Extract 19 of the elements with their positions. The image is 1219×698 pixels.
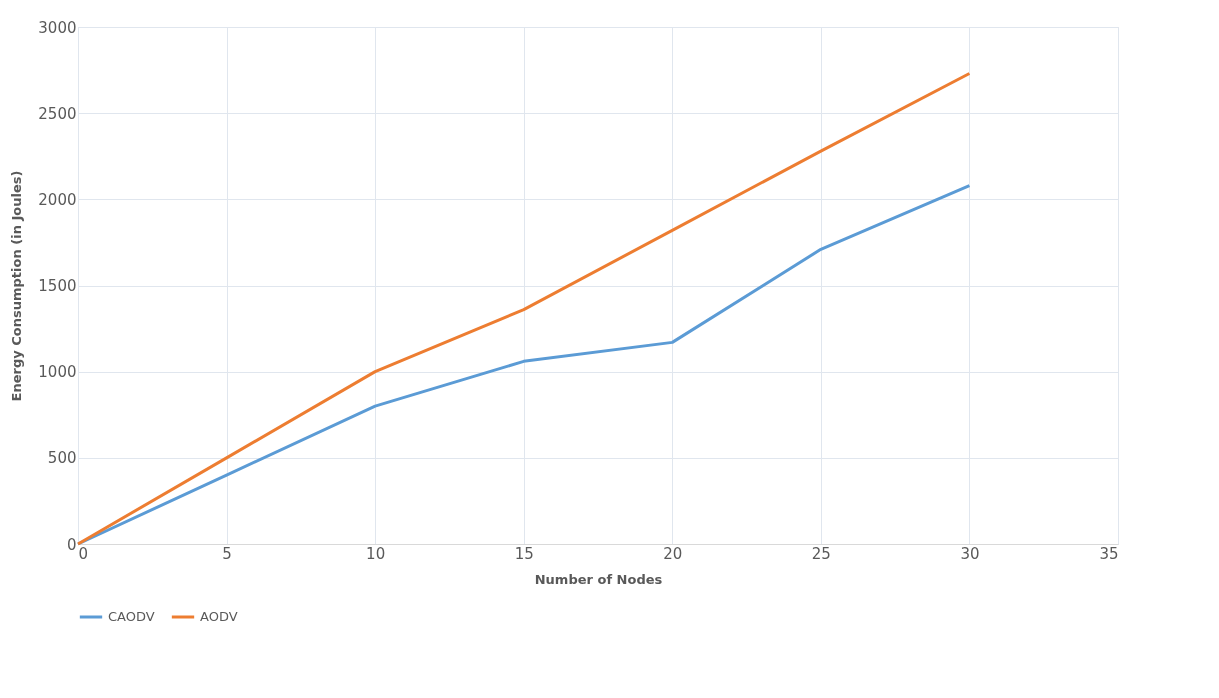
y-tick-label: 2000 [38,190,77,209]
y-tick-label: 1000 [38,363,77,382]
line-series [76,72,971,546]
y-tick-label: 500 [47,449,77,468]
x-tick-label: 5 [222,544,232,563]
y-tick-label: 3000 [38,18,77,37]
x-tick-label: 30 [960,544,980,563]
x-tick-label: 0 [78,544,89,563]
x-tick-label: 10 [366,544,386,563]
x-tick-label: 25 [811,544,831,563]
y-tick-label: 2500 [38,104,77,123]
x-axis-title: Number of Nodes [534,571,663,587]
y-tick-label: 1500 [38,277,77,295]
y-axis-title: Energy Consumption (in Joules) [9,170,25,402]
x-tick-label: 20 [663,544,683,563]
x-tick-label: 15 [514,544,534,563]
legend-label: CAODV [108,609,155,624]
legend-label: AODV [200,609,238,624]
x-tick-label: 35 [1099,544,1119,563]
